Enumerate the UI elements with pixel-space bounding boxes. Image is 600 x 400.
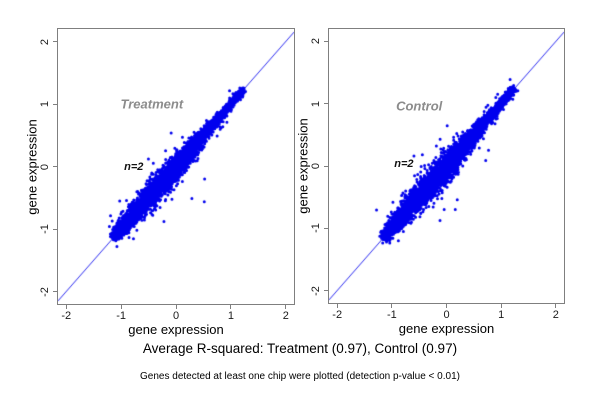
y-tick-label: -2 [310, 285, 322, 296]
y-tick-mark [53, 103, 57, 105]
x-tick-mark [336, 304, 338, 308]
detection-footnote-caption: Genes detected at least one chip were pl… [140, 371, 460, 382]
y-tick-label: -2 [39, 286, 51, 297]
x-tick-label: 1 [498, 309, 505, 321]
y-tick-mark [53, 291, 57, 292]
y-tick-mark [324, 165, 328, 167]
x-tick-label: 2 [282, 310, 289, 322]
y-tick-mark [324, 227, 328, 229]
x-tick-mark [446, 304, 447, 308]
y-tick-mark [53, 41, 57, 42]
y-tick-mark [53, 166, 57, 167]
r-squared-summary-caption: Average R-squared: Treatment (0.97), Con… [142, 341, 458, 356]
x-tick-label: -2 [61, 310, 72, 322]
x-tick-mark [175, 305, 177, 309]
x-tick-mark [500, 304, 502, 308]
x-tick-mark [120, 305, 122, 309]
x-tick-label: 0 [172, 310, 180, 322]
x-tick-label: 0 [443, 309, 450, 321]
y-tick-label: 1 [39, 100, 51, 108]
control-scatter-plot: Control n=2 gene expression gene express… [296, 28, 565, 336]
x-tick-label: -1 [116, 310, 126, 322]
control-plot-title: Control [396, 98, 443, 114]
y-tick-label: -1 [39, 224, 51, 234]
y-tick-mark [324, 103, 328, 105]
treatment-plot-title: Treatment [120, 96, 184, 112]
treatment-x-axis-label: gene expression [128, 322, 224, 337]
y-tick-label: 2 [310, 38, 322, 45]
x-tick-label: -2 [332, 309, 343, 321]
x-tick-mark [285, 305, 287, 309]
control-n-annotation: n=2 [394, 158, 414, 171]
control-x-axis-label: gene expression [398, 321, 495, 336]
x-tick-label: 2 [552, 309, 559, 321]
control-scatter-canvas [329, 29, 564, 303]
y-tick-label: -1 [310, 223, 322, 234]
y-tick-label: 1 [310, 100, 322, 107]
x-tick-mark [391, 304, 393, 308]
y-tick-mark [53, 228, 57, 230]
x-tick-label: -1 [386, 309, 397, 321]
x-tick-mark [555, 304, 557, 308]
x-tick-mark [65, 305, 67, 309]
control-y-axis-label: gene expression [295, 118, 311, 214]
treatment-y-axis-label: gene expression [24, 118, 40, 215]
y-tick-mark [324, 290, 328, 292]
y-tick-label: 0 [310, 162, 322, 170]
y-tick-mark [324, 40, 328, 42]
x-tick-mark [230, 305, 232, 309]
y-tick-label: 2 [39, 38, 51, 45]
x-tick-label: 1 [227, 310, 234, 322]
treatment-scatter-canvas [58, 29, 294, 304]
treatment-scatter-plot: Treatment n=2 gene expression gene expre… [25, 28, 295, 337]
y-tick-label: 0 [39, 163, 51, 170]
treatment-n-annotation: n=2 [124, 160, 144, 173]
